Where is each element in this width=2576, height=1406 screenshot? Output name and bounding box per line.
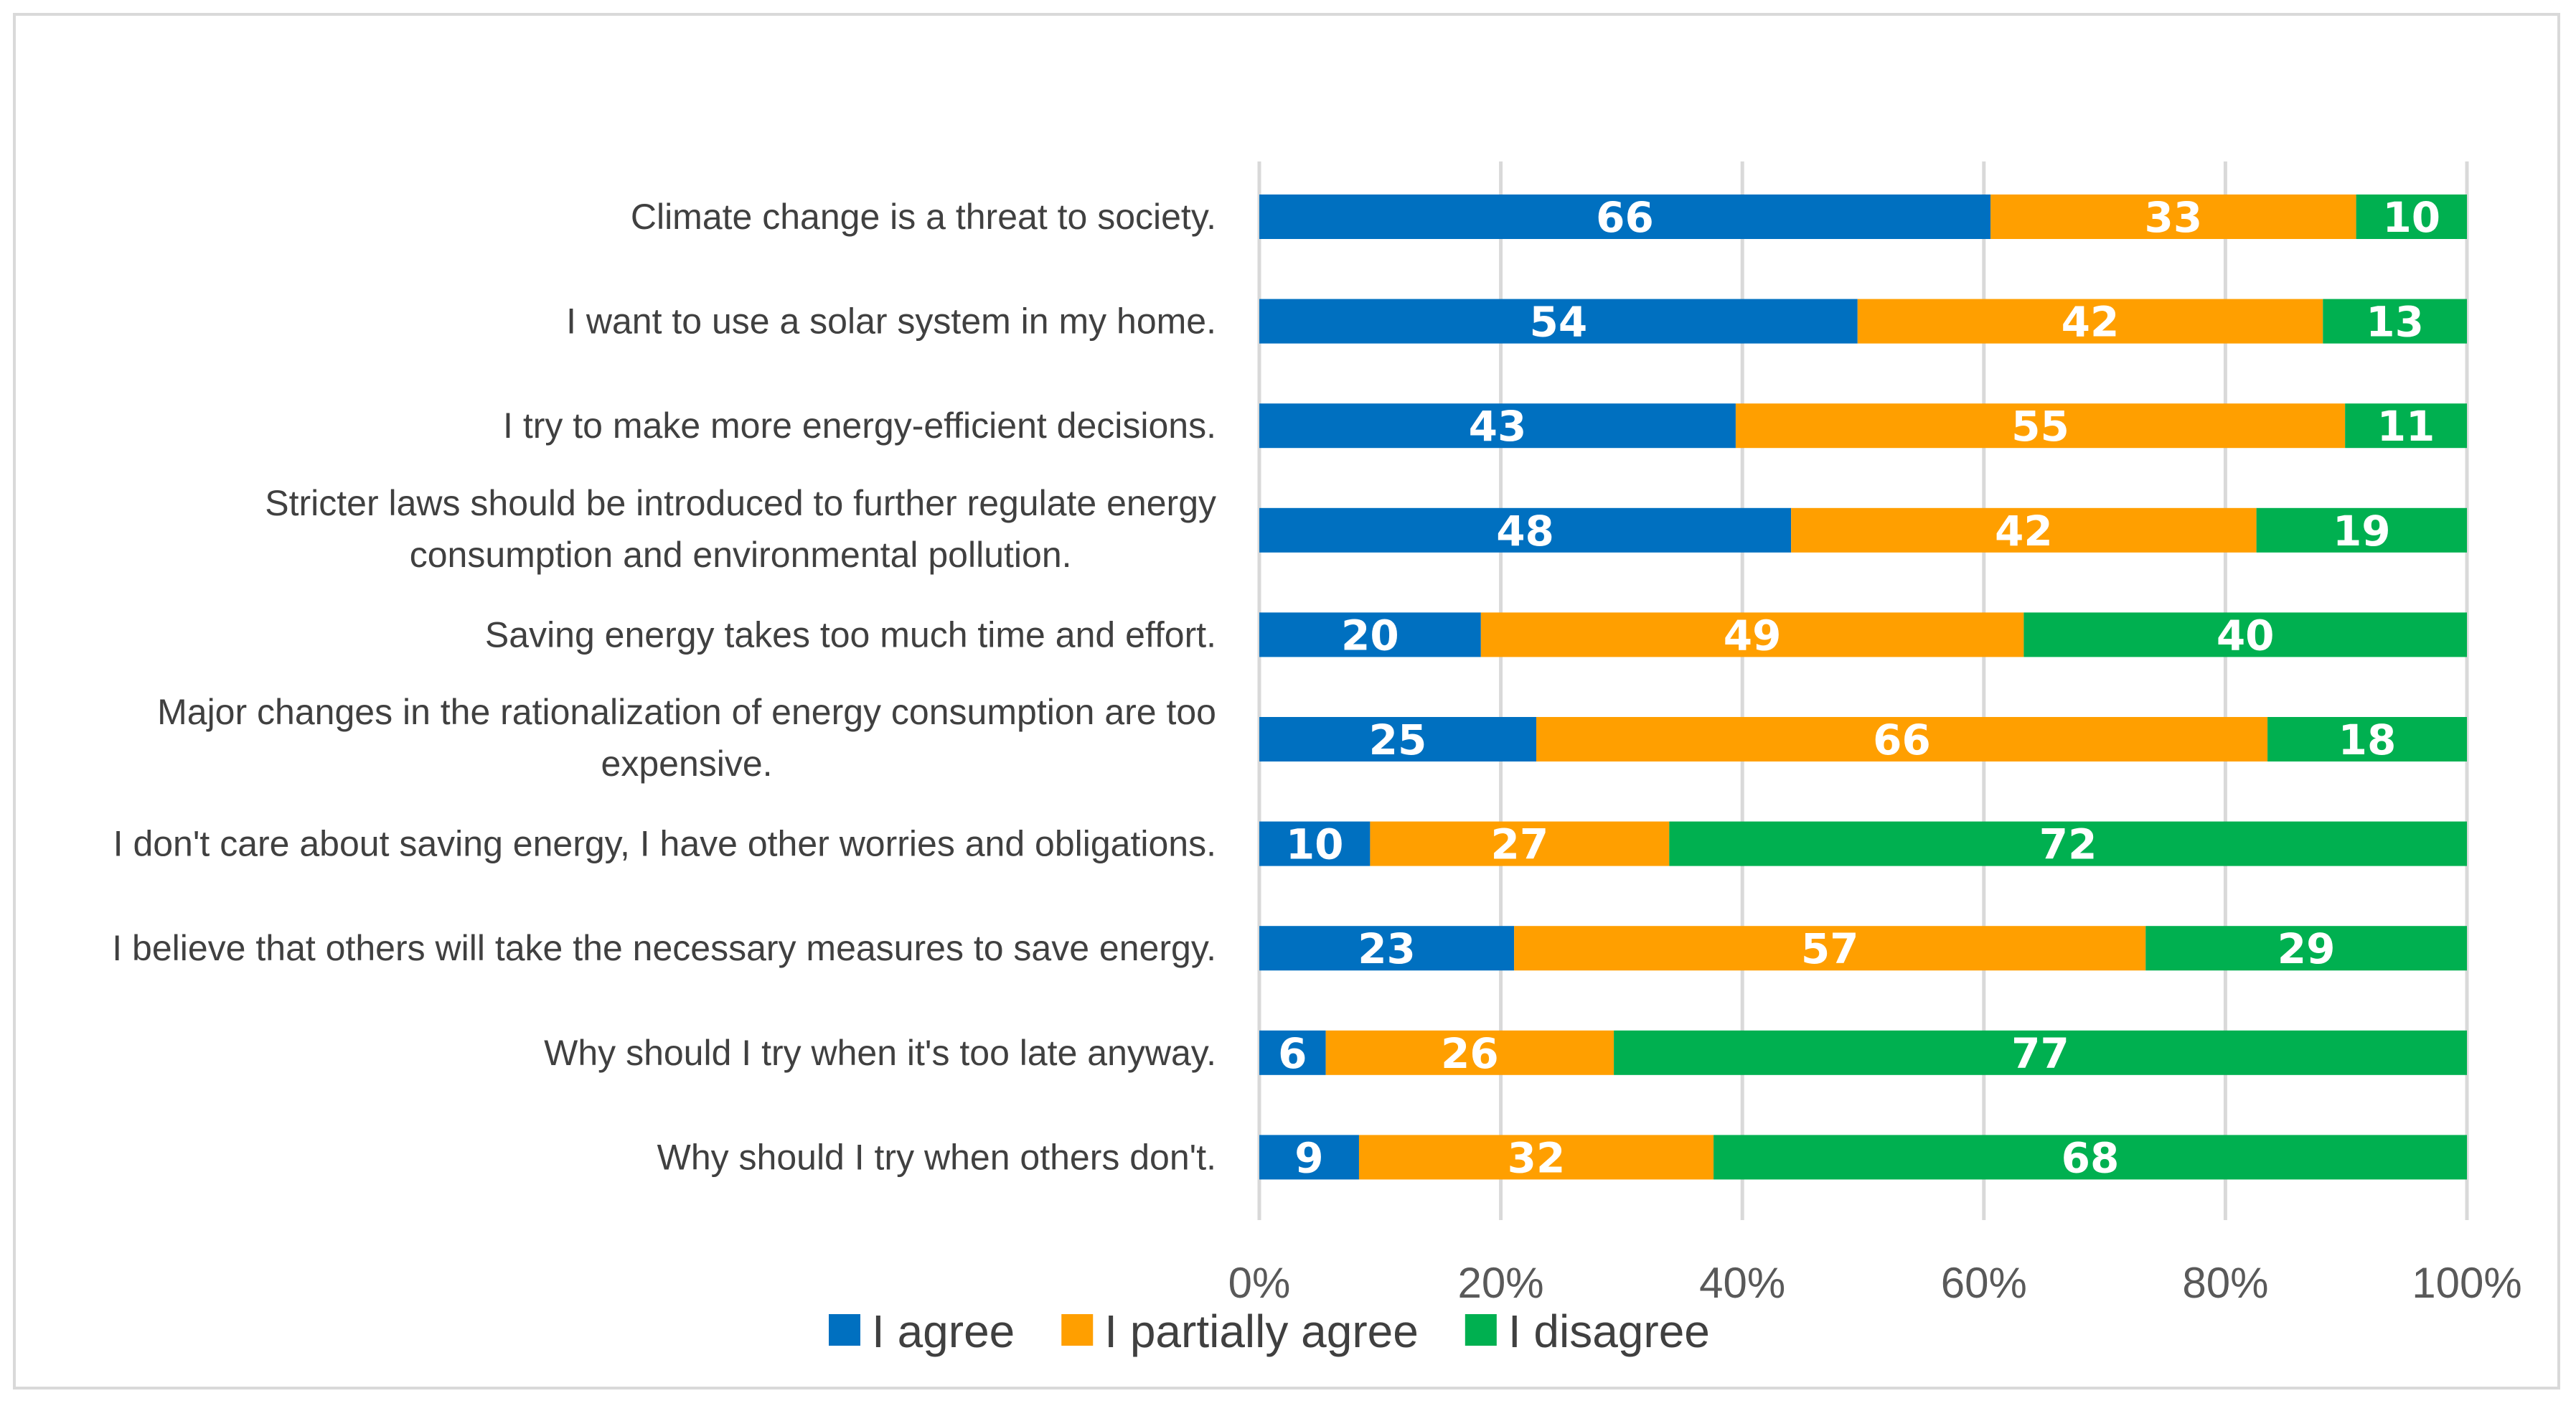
bar-segment (1259, 1030, 1326, 1075)
data-label: 55 (2011, 402, 2069, 451)
data-label: 23 (1358, 924, 1416, 973)
category-label: expensive. (601, 744, 773, 784)
bar-segment (1735, 403, 2346, 449)
data-label: 68 (2062, 1133, 2120, 1182)
bar-segment (1259, 195, 1991, 239)
legend-swatch (829, 1314, 860, 1346)
category-label: Saving energy takes too much time and ef… (485, 614, 1216, 655)
bar-segment (1669, 821, 2467, 866)
bar-segment (1857, 299, 2323, 344)
category-labels: Climate change is a threat to society. I … (112, 197, 1216, 1177)
category-label: I want to use a solar system in my home. (566, 301, 1216, 342)
data-label: 6 (1278, 1029, 1307, 1078)
bar-segment (2145, 926, 2467, 971)
bar-segment (1358, 1135, 1714, 1180)
data-label: 48 (1496, 507, 1554, 556)
bar-segment (1259, 299, 1858, 344)
category-label: I believe that others will take the nece… (112, 928, 1216, 968)
bar-segment (2023, 612, 2467, 657)
data-label: 20 (1341, 611, 1399, 660)
x-tick-label: 40% (1699, 1259, 1785, 1307)
category-label: I don't care about saving energy, I have… (113, 824, 1216, 864)
category-label: I try to make more energy-efficient deci… (503, 406, 1216, 446)
bar-segment (1990, 195, 2356, 239)
data-label: 49 (1724, 611, 1782, 660)
data-label: 26 (1441, 1029, 1499, 1078)
legend-swatch (1465, 1314, 1497, 1346)
data-label: 25 (1369, 716, 1427, 764)
data-label: 27 (1490, 820, 1548, 869)
data-label: 42 (1995, 507, 2053, 556)
bar-segment (2267, 717, 2467, 761)
x-tick-label: 60% (1941, 1259, 2027, 1307)
category-label: Major changes in the rationalization of … (157, 692, 1216, 732)
bar-segment (2256, 507, 2467, 553)
bar-segment (2345, 403, 2467, 449)
x-tick-label: 80% (2182, 1259, 2268, 1307)
bar-segment (1614, 1030, 2467, 1075)
bar-segment (1536, 717, 2268, 761)
bar-segment (1480, 612, 2024, 657)
bar-segment (1714, 1135, 2467, 1180)
bar-segment (1259, 403, 1736, 449)
bar-segment (2356, 195, 2467, 239)
data-label: 57 (1801, 924, 1859, 973)
data-label: 33 (2144, 193, 2202, 242)
x-tick-labels: 0% 20% 40% 60% 80% 100% (1228, 1259, 2522, 1307)
data-label: 18 (2338, 716, 2397, 764)
data-label: 19 (2333, 507, 2391, 556)
data-label: 29 (2277, 924, 2336, 973)
bars: 66 33 10 54 42 13 43 55 11 48 42 19 20 49 40 25 66 18 10 27… (1259, 193, 2467, 1182)
x-tick-label: 20% (1458, 1259, 1544, 1307)
data-label: 43 (1469, 402, 1527, 451)
data-label: 32 (1508, 1133, 1566, 1182)
data-label: 54 (1530, 298, 1588, 347)
data-label: 40 (2217, 611, 2275, 660)
x-tick-label: 100% (2412, 1259, 2521, 1307)
legend-label: I agree (872, 1306, 1015, 1357)
category-label: consumption and environmental pollution. (410, 535, 1072, 575)
legend-label: I partially agree (1104, 1306, 1419, 1357)
bar-segment (1514, 926, 2146, 971)
category-label: Stricter laws should be introduced to fu… (265, 483, 1216, 523)
bar-segment (1259, 821, 1371, 866)
legend-swatch (1061, 1314, 1094, 1346)
category-label: Why should I try when others don't. (657, 1137, 1216, 1177)
category-label: Climate change is a threat to society. (631, 197, 1216, 237)
bar-segment (1791, 507, 2257, 553)
bar-segment (1259, 1135, 1359, 1180)
data-label: 77 (2011, 1029, 2069, 1078)
data-label: 10 (1286, 820, 1344, 869)
bar-segment (1370, 821, 1670, 866)
legend: I agree I partially agree I disagree (829, 1306, 1710, 1357)
bar-segment (1259, 612, 1481, 657)
category-label: Why should I try when it's too late anyw… (544, 1033, 1216, 1073)
data-label: 72 (2039, 820, 2097, 869)
bar-segment (1259, 507, 1792, 553)
data-label: 11 (2377, 402, 2435, 451)
data-label: 13 (2366, 298, 2424, 347)
bar-segment (1259, 717, 1537, 761)
bar-segment (1259, 926, 1515, 971)
legend-label: I disagree (1508, 1306, 1710, 1357)
data-label: 10 (2382, 193, 2440, 242)
data-label: 9 (1294, 1133, 1323, 1182)
data-label: 42 (2062, 298, 2120, 347)
x-tick-label: 0% (1228, 1259, 1291, 1307)
data-label: 66 (1596, 193, 1654, 242)
bar-segment (1325, 1030, 1614, 1075)
bar-segment (2323, 299, 2467, 344)
data-label: 66 (1873, 716, 1931, 764)
